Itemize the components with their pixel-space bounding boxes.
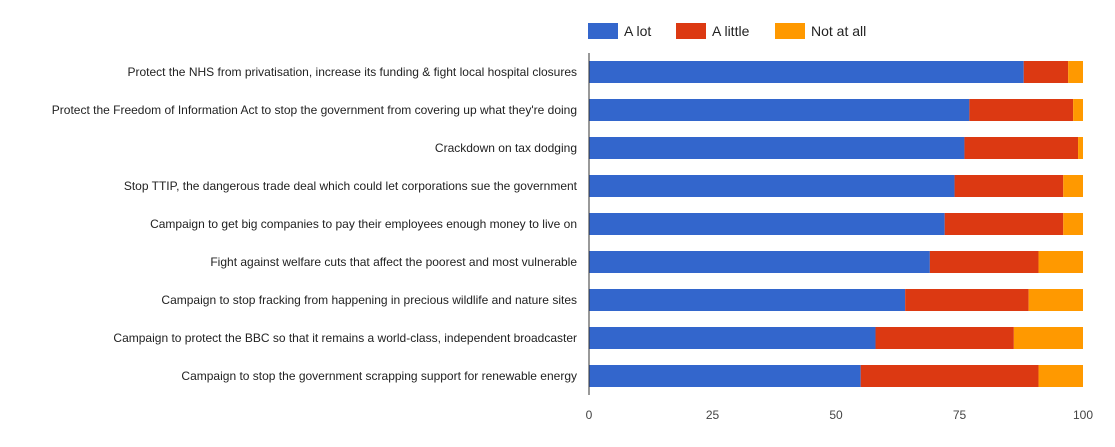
legend-label-2: Not at all [811,23,866,39]
category-label-3: Stop TTIP, the dangerous trade deal whic… [124,179,578,193]
bars [589,61,1083,387]
bar-4-series-1 [944,213,1064,235]
category-labels: Protect the NHS from privatisation, incr… [52,65,578,383]
category-label-4: Campaign to get big companies to pay the… [150,217,577,231]
x-tick-label-1: 25 [706,408,720,422]
bar-3-series-0 [589,175,955,197]
bar-0-series-2 [1068,61,1083,83]
bar-6-series-1 [905,289,1029,311]
category-label-8: Campaign to stop the government scrappin… [181,369,577,383]
x-axis-ticks: 0 25 50 75 100 [586,408,1094,422]
legend-swatch-0 [588,23,618,39]
bar-8-series-0 [589,365,861,387]
bar-5-series-2 [1038,251,1083,273]
bar-8-series-2 [1038,365,1083,387]
category-label-7: Campaign to protect the BBC so that it r… [113,331,577,345]
category-label-5: Fight against welfare cuts that affect t… [210,255,577,269]
x-tick-label-3: 75 [953,408,967,422]
legend-label-0: A lot [624,23,651,39]
bar-1-series-1 [969,99,1074,121]
bar-4-series-2 [1063,213,1083,235]
bar-5-series-1 [929,251,1039,273]
bar-5-series-0 [589,251,930,273]
bar-7-series-1 [875,327,1014,349]
category-label-1: Protect the Freedom of Information Act t… [52,103,577,117]
bar-2-series-0 [589,137,965,159]
bar-7-series-2 [1013,327,1083,349]
category-label-6: Campaign to stop fracking from happening… [161,293,577,307]
bar-3-series-1 [954,175,1064,197]
category-label-0: Protect the NHS from privatisation, incr… [127,65,577,79]
bar-7-series-0 [589,327,876,349]
bar-2-series-2 [1078,137,1083,159]
bar-0-series-1 [1023,61,1069,83]
legend-swatch-2 [775,23,805,39]
legend-label-1: A little [712,23,750,39]
bar-1-series-2 [1073,99,1083,121]
legend: A lot A little Not at all [588,23,866,39]
bar-4-series-0 [589,213,945,235]
bar-8-series-1 [860,365,1039,387]
x-tick-label-0: 0 [586,408,593,422]
x-tick-label-2: 50 [829,408,843,422]
legend-swatch-1 [676,23,706,39]
x-tick-label-4: 100 [1073,408,1093,422]
bar-3-series-2 [1063,175,1083,197]
bar-0-series-0 [589,61,1024,83]
bar-2-series-1 [964,137,1079,159]
category-label-2: Crackdown on tax dodging [435,141,577,155]
bar-6-series-2 [1028,289,1083,311]
bar-6-series-0 [589,289,906,311]
bar-1-series-0 [589,99,970,121]
